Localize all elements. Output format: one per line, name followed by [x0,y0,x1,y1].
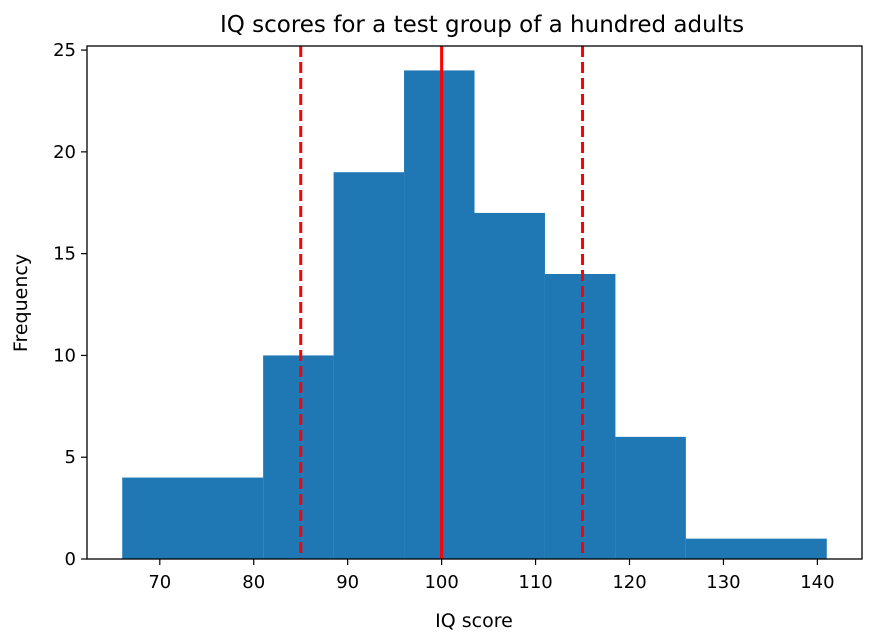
x-tick-label: 80 [242,572,265,593]
histogram-bar-5 [544,274,616,559]
x-axis-ticks: 70 80 90 100 110 120 130 140 [148,559,835,593]
y-axis-ticks: 0 5 10 15 20 25 [53,40,87,570]
x-tick-label: 130 [706,572,740,593]
x-tick-label: 140 [800,572,834,593]
y-tick-label: 25 [53,40,76,61]
histogram-bar-2 [333,172,405,559]
x-tick-label: 70 [148,572,171,593]
x-tick-label: 90 [336,572,359,593]
histogram-bar-3 [404,70,475,559]
x-tick-label: 100 [424,572,458,593]
histogram-bar-0 [122,477,264,559]
x-tick-label: 120 [612,572,646,593]
histogram-bar-6 [615,436,686,559]
plot-area-frame [86,45,863,560]
histogram-bar-1 [263,355,334,559]
x-tick-label: 110 [518,572,552,593]
histogram-bar-4 [474,212,545,559]
y-tick-label: 5 [65,447,76,468]
histogram-bar-7 [685,538,827,559]
bars-group [122,70,827,559]
y-tick-label: 0 [65,549,76,570]
x-axis-title: IQ score [435,610,513,632]
y-tick-label: 15 [53,244,76,265]
reference-lines-group [299,46,585,559]
y-tick-label: 10 [53,345,76,366]
y-tick-label: 20 [53,142,76,163]
y-axis-title: Frequency [10,254,32,352]
chart-title: IQ scores for a test group of a hundred … [220,12,744,38]
